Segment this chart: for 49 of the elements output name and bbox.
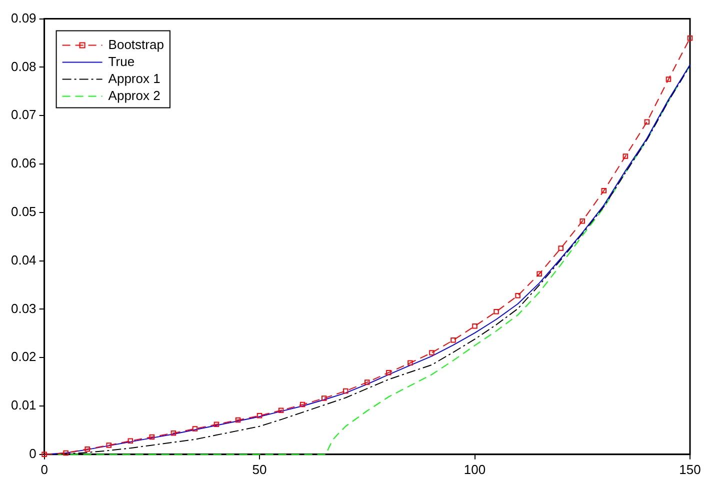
y-tick-label: 0.03: [10, 300, 36, 316]
point: [170, 430, 176, 436]
y-tick-label: 0.04: [10, 252, 36, 268]
point: [558, 246, 564, 251]
legend-label: True: [108, 54, 135, 69]
point: [386, 370, 392, 376]
y-tick-label: 0.05: [10, 204, 36, 219]
point: [515, 293, 520, 298]
x-tick-label: 50: [252, 462, 267, 477]
y-tick-label: 0.09: [10, 10, 36, 26]
legend-label: Approx 1: [108, 70, 160, 86]
x-tick-label: 150: [679, 462, 701, 477]
point: [278, 408, 284, 413]
point: [42, 452, 47, 458]
y-tick-label: 0: [29, 446, 36, 461]
x-tick-label: 0: [40, 462, 48, 477]
point: [106, 442, 112, 448]
point: [450, 338, 456, 343]
point: [192, 426, 198, 432]
point: [343, 388, 348, 394]
point: [580, 218, 586, 224]
point: [687, 36, 693, 41]
point: [601, 188, 607, 194]
point: [429, 350, 434, 356]
point: [149, 434, 155, 440]
point: [256, 413, 262, 418]
point: [63, 450, 68, 456]
y-tick-label: 0.06: [10, 156, 36, 171]
point: [536, 271, 542, 276]
y-tick-label: 0.01: [10, 398, 36, 413]
point: [622, 154, 628, 159]
point: [472, 324, 478, 329]
point: [408, 360, 413, 366]
point: [321, 396, 327, 401]
point: [494, 309, 499, 314]
point: [214, 422, 220, 428]
point: [300, 402, 306, 408]
point: [84, 446, 90, 452]
legend-label: Bootstrap: [108, 36, 164, 52]
point: [364, 380, 370, 385]
legend-label: Approx 2: [108, 88, 160, 103]
point: [644, 119, 650, 125]
point: [128, 438, 134, 444]
y-tick-label: 0.08: [10, 58, 36, 74]
y-tick-label: 0.02: [10, 349, 36, 364]
point: [666, 76, 672, 82]
x-tick-label: 100: [464, 462, 486, 477]
point: [235, 417, 241, 423]
y-tick-label: 0.07: [10, 107, 36, 122]
